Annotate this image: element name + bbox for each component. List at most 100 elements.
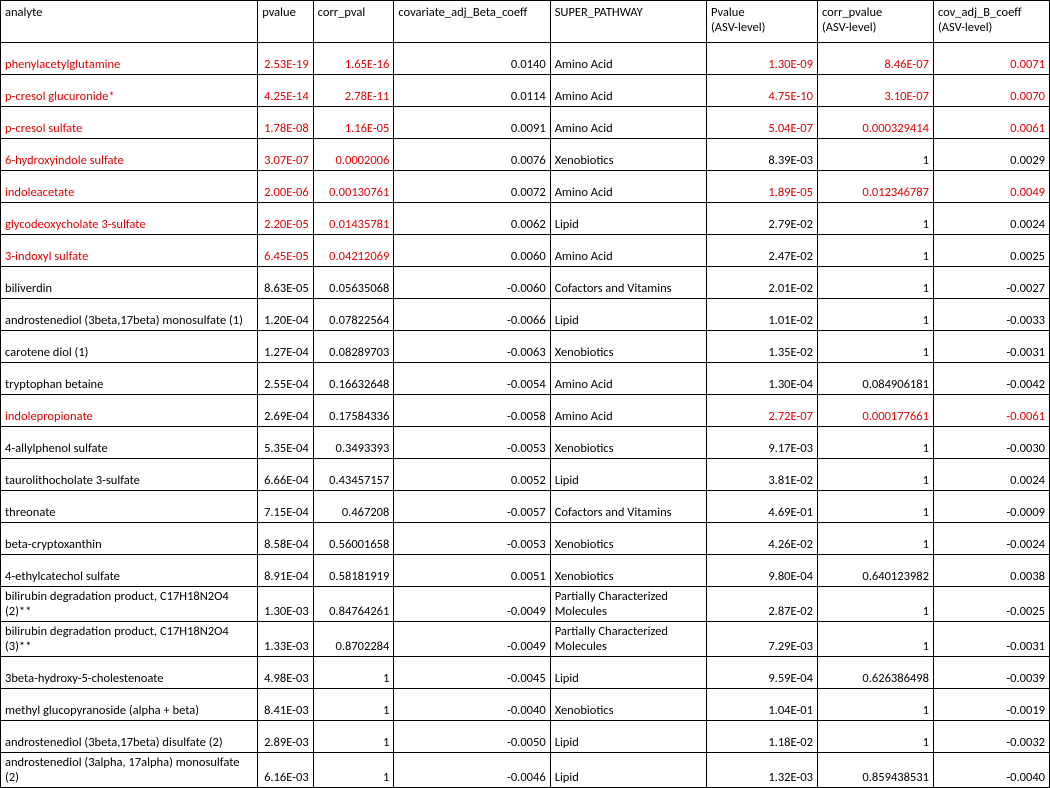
cell-corr-asv-value: 0.084906181 (822, 377, 929, 392)
cell-corr-asv: 1 (817, 331, 933, 363)
cell-pval-asv-value: 1.30E-09 (711, 57, 813, 72)
cell-beta: -0.0066 (394, 299, 550, 331)
cell-corr-asv-value: 0.859438531 (822, 770, 929, 785)
cell-corr-pval-value: 0.00130761 (318, 185, 390, 200)
cell-pvalue: 8.63E-05 (258, 267, 313, 299)
cell-beta-asv-value: -0.0009 (938, 505, 1045, 520)
cell-pval-asv-value: 2.72E-07 (711, 409, 813, 424)
cell-pathway-value: Xenobiotics (555, 441, 702, 456)
cell-corr-pval-value: 0.8702284 (318, 639, 390, 654)
cell-beta-value: -0.0050 (398, 735, 545, 750)
cell-pval-asv: 4.26E-02 (707, 523, 818, 555)
cell-beta-value: -0.0058 (398, 409, 545, 424)
cell-pvalue: 2.69E-04 (258, 395, 313, 427)
cell-corr-asv: 0.000329414 (817, 107, 933, 139)
cell-corr-pval: 0.04212069 (313, 235, 394, 267)
cell-corr-asv-value: 1 (822, 537, 929, 552)
cell-beta-asv: -0.0039 (933, 657, 1049, 689)
table-body: phenylacetylglutamine2.53E-191.65E-160.0… (1, 43, 1050, 788)
cell-pval-asv: 2.79E-02 (707, 203, 818, 235)
cell-pathway-value: Xenobiotics (555, 569, 702, 584)
cell-beta-value: -0.0049 (398, 604, 545, 619)
cell-pval-asv-value: 9.17E-03 (711, 441, 813, 456)
cell-pathway: Xenobiotics (550, 331, 706, 363)
cell-corr-pval: 1.65E-16 (313, 43, 394, 75)
cell-pval-asv: 9.59E-04 (707, 657, 818, 689)
cell-analyte-value: methyl glucopyranoside (alpha + beta) (5, 703, 253, 718)
cell-analyte: threonate (1, 491, 258, 523)
cell-pvalue-value: 2.20E-05 (262, 217, 308, 232)
cell-pvalue: 2.53E-19 (258, 43, 313, 75)
cell-analyte: biliverdin (1, 267, 258, 299)
cell-beta-asv: 0.0038 (933, 555, 1049, 587)
cell-pvalue-value: 2.53E-19 (262, 57, 308, 72)
cell-beta: -0.0053 (394, 523, 550, 555)
table-row: 6-hydroxyindole sulfate3.07E-070.0002006… (1, 139, 1050, 171)
cell-beta-value: -0.0046 (398, 770, 545, 785)
cell-analyte: methyl glucopyranoside (alpha + beta) (1, 689, 258, 721)
table-row: 4-allylphenol sulfate5.35E-040.3493393-0… (1, 427, 1050, 459)
cell-pvalue-value: 8.91E-04 (262, 569, 308, 584)
cell-pathway-value: Partially Characterized Molecules (555, 589, 702, 619)
cell-pathway-value: Lipid (555, 217, 702, 232)
cell-beta-asv: 0.0024 (933, 203, 1049, 235)
cell-beta: -0.0060 (394, 267, 550, 299)
cell-corr-asv-value: 1 (822, 153, 929, 168)
cell-beta-asv-value: -0.0061 (938, 409, 1045, 424)
cell-pvalue-value: 6.45E-05 (262, 249, 308, 264)
cell-pathway-value: Amino Acid (555, 57, 702, 72)
cell-corr-asv-value: 1 (822, 604, 929, 619)
cell-pval-asv: 4.69E-01 (707, 491, 818, 523)
cell-beta-asv-value: -0.0039 (938, 671, 1045, 686)
cell-corr-asv: 1 (817, 139, 933, 171)
cell-pvalue-value: 6.66E-04 (262, 473, 308, 488)
cell-corr-pval-value: 1 (318, 671, 390, 686)
cell-corr-asv-value: 1 (822, 345, 929, 360)
cell-pval-asv: 1.89E-05 (707, 171, 818, 203)
cell-corr-pval-value: 0.01435781 (318, 217, 390, 232)
cell-pvalue: 1.33E-03 (258, 622, 313, 657)
cell-pvalue-value: 1.20E-04 (262, 313, 308, 328)
cell-pvalue-value: 2.69E-04 (262, 409, 308, 424)
cell-corr-asv-value: 1 (822, 249, 929, 264)
cell-pathway: Lipid (550, 459, 706, 491)
cell-corr-pval-value: 0.04212069 (318, 249, 390, 264)
cell-pathway-value: Cofactors and Vitamins (555, 505, 702, 520)
cell-pvalue-value: 7.15E-04 (262, 505, 308, 520)
cell-analyte: 6-hydroxyindole sulfate (1, 139, 258, 171)
cell-analyte-value: bilirubin degradation product, C17H18N2O… (5, 589, 253, 619)
cell-pvalue-value: 4.25E-14 (262, 89, 308, 104)
cell-analyte-value: tryptophan betaine (5, 377, 253, 392)
cell-pathway: Xenobiotics (550, 555, 706, 587)
cell-analyte: carotene diol (1) (1, 331, 258, 363)
cell-beta-asv: -0.0031 (933, 622, 1049, 657)
cell-pval-asv: 2.01E-02 (707, 267, 818, 299)
cell-pvalue-value: 2.55E-04 (262, 377, 308, 392)
cell-beta-value: -0.0040 (398, 703, 545, 718)
cell-beta-value: 0.0060 (398, 249, 545, 264)
cell-corr-pval-value: 0.17584336 (318, 409, 390, 424)
cell-analyte: 4-allylphenol sulfate (1, 427, 258, 459)
cell-beta: 0.0140 (394, 43, 550, 75)
table-row: androstenediol (3alpha, 17alpha) monosul… (1, 753, 1050, 788)
cell-corr-asv-value: 1 (822, 505, 929, 520)
cell-analyte-value: carotene diol (1) (5, 345, 253, 360)
cell-pvalue: 3.07E-07 (258, 139, 313, 171)
cell-corr-asv: 1 (817, 427, 933, 459)
cell-pval-asv-value: 9.80E-04 (711, 569, 813, 584)
cell-pvalue-value: 2.89E-03 (262, 735, 308, 750)
cell-pvalue-value: 1.30E-03 (262, 604, 308, 619)
cell-beta-asv-value: 0.0049 (938, 185, 1045, 200)
cell-beta-asv: -0.0030 (933, 427, 1049, 459)
table-row: androstenediol (3beta,17beta) monosulfat… (1, 299, 1050, 331)
cell-pvalue: 5.35E-04 (258, 427, 313, 459)
table-row: taurolithocholate 3-sulfate6.66E-040.434… (1, 459, 1050, 491)
cell-corr-asv: 0.000177661 (817, 395, 933, 427)
cell-corr-pval-value: 0.43457157 (318, 473, 390, 488)
table-row: indolepropionate 2.69E-04 0.17584336 -0.005… (1, 395, 1050, 427)
cell-corr-pval-value: 1.65E-16 (318, 57, 390, 72)
cell-corr-asv: 0.859438531 (817, 753, 933, 788)
cell-pval-asv: 8.39E-03 (707, 139, 818, 171)
cell-beta-asv-value: -0.0024 (938, 537, 1045, 552)
cell-analyte-value: indolepropionate (5, 409, 253, 424)
